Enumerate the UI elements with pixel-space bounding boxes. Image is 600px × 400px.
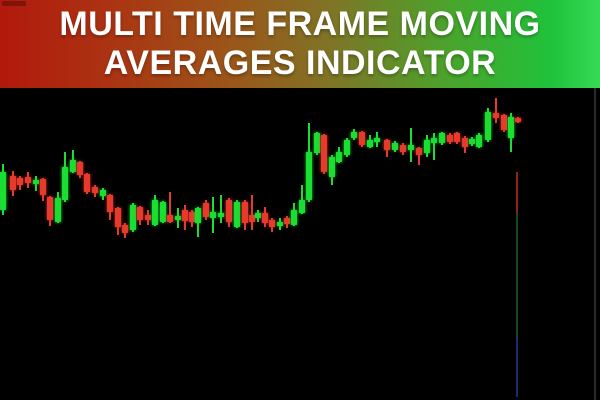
vertical-line-artifact <box>516 213 518 338</box>
banner-title-line-2: AVERAGES INDICATOR <box>103 44 497 82</box>
candle-body <box>167 215 173 222</box>
candle-body <box>485 112 491 140</box>
candle-body <box>501 115 507 130</box>
candle-body <box>515 118 521 122</box>
candlestick-chart <box>0 88 600 400</box>
candle-body <box>55 198 61 222</box>
candle-wick <box>418 147 420 165</box>
candle-body <box>40 179 46 195</box>
candle-body <box>284 218 290 224</box>
candle-body <box>0 172 6 210</box>
candle-body <box>269 220 275 227</box>
candle-body <box>299 200 305 213</box>
corner-watermark-artifact <box>2 1 26 6</box>
candle-body <box>10 176 16 190</box>
candle-body <box>182 210 188 221</box>
right-edge-line <box>594 88 596 400</box>
candle-body <box>493 113 499 118</box>
candle-body <box>384 140 390 150</box>
candle-wick <box>251 195 253 230</box>
candle-body <box>100 190 106 196</box>
candle-body <box>17 178 23 185</box>
candle-body <box>210 212 216 218</box>
candle-body <box>77 162 83 175</box>
candle-body <box>314 133 320 153</box>
candle-body <box>408 145 414 150</box>
candle-body <box>62 167 68 200</box>
candle-body <box>122 225 128 233</box>
candle-body <box>47 197 53 220</box>
candle-body <box>160 202 166 222</box>
candle-body <box>203 203 209 217</box>
vertical-line-artifact <box>516 338 518 397</box>
candle-body <box>25 177 31 183</box>
candle-body <box>84 174 90 192</box>
candle-body <box>107 195 113 212</box>
candle-body <box>469 139 475 144</box>
candle-body <box>218 213 224 217</box>
candle-body <box>92 187 98 193</box>
candle-body <box>70 160 76 172</box>
candle-body <box>351 132 357 138</box>
candle-body <box>189 212 195 222</box>
candle-body <box>234 202 240 227</box>
candle-body <box>344 140 350 155</box>
candle-body <box>152 200 158 225</box>
banner-title-line-1: MULTI TIME FRAME MOVING <box>59 5 541 43</box>
candle-body <box>130 205 136 230</box>
candle-body <box>400 145 406 152</box>
candle-wick <box>169 192 171 223</box>
candle-body <box>367 140 373 147</box>
candle-body <box>33 180 39 184</box>
title-banner: MULTI TIME FRAME MOVING AVERAGES INDICAT… <box>0 0 600 88</box>
candle-body <box>462 138 468 147</box>
candle-body <box>277 222 283 226</box>
candle-body <box>195 208 201 223</box>
candle-wick <box>301 185 303 214</box>
candle-body <box>359 132 365 145</box>
candle-body <box>145 215 151 220</box>
candle-body <box>175 216 181 220</box>
candle-body <box>226 200 232 222</box>
candle-body <box>137 207 143 220</box>
candle-body <box>508 117 514 138</box>
candle-body <box>115 208 121 227</box>
vertical-line-artifact <box>516 172 518 213</box>
candle-body <box>374 138 380 142</box>
candle-body <box>447 135 453 142</box>
candle-wick <box>433 133 435 160</box>
candle-body <box>249 215 255 222</box>
candle-body <box>416 148 422 155</box>
candle-body <box>321 135 327 172</box>
candle-body <box>329 157 335 177</box>
candle-body <box>306 152 312 200</box>
candle-body <box>262 213 268 223</box>
candle-body <box>336 152 342 162</box>
candle-body <box>291 210 297 225</box>
candle-body <box>454 133 460 142</box>
candle-body <box>431 138 437 143</box>
candle-body <box>476 135 482 147</box>
candle-body <box>439 133 445 143</box>
candle-body <box>255 213 261 218</box>
candle-body <box>424 140 430 153</box>
candle-wick <box>495 98 497 123</box>
candle-body <box>392 143 398 150</box>
candle-body <box>242 202 248 223</box>
candle-wick <box>220 195 222 223</box>
